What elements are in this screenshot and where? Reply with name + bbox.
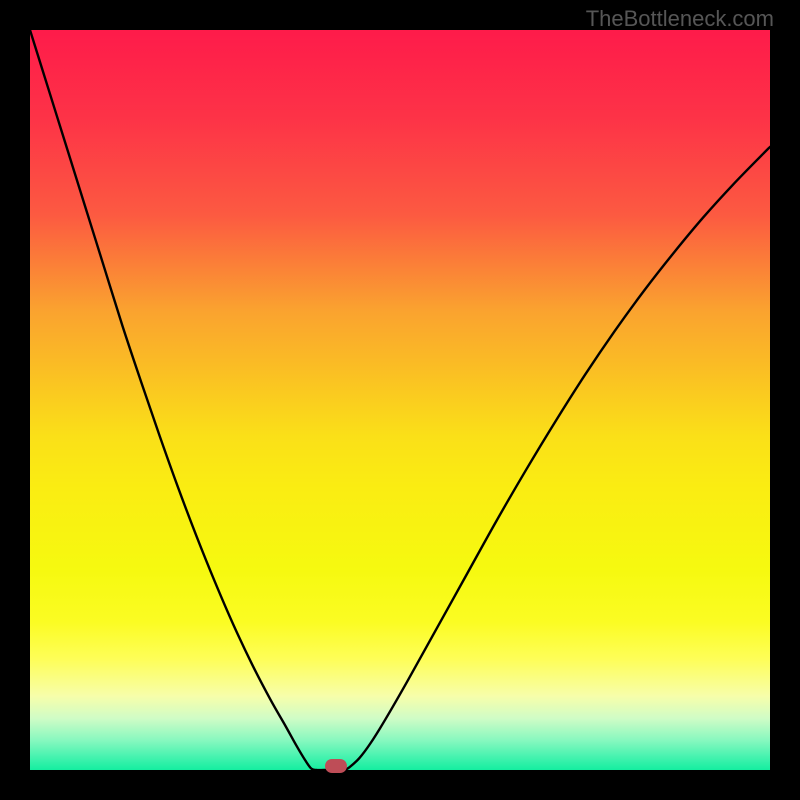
watermark-text: TheBottleneck.com [586, 6, 774, 32]
plot-area [30, 30, 770, 770]
bottleneck-curve [30, 30, 770, 770]
optimal-point-marker [325, 759, 347, 773]
